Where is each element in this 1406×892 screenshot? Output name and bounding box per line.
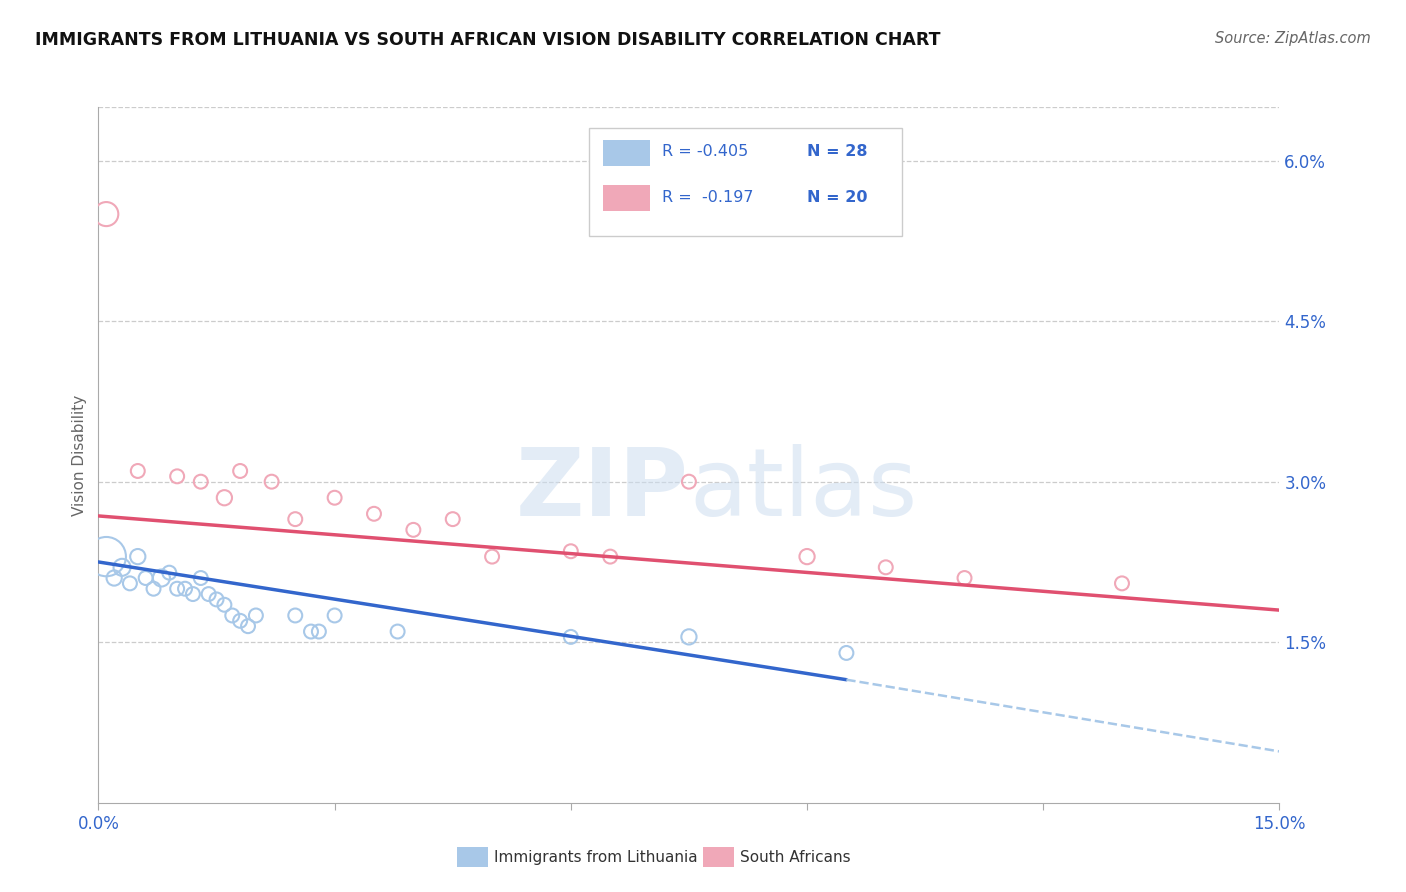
Point xyxy=(299,624,322,639)
Point xyxy=(678,475,700,489)
Point xyxy=(284,512,307,526)
Text: R =  -0.197: R = -0.197 xyxy=(662,190,754,205)
Point xyxy=(875,560,897,574)
Point xyxy=(236,619,259,633)
Point xyxy=(481,549,503,564)
Point xyxy=(560,544,582,558)
Point xyxy=(190,475,212,489)
Point xyxy=(190,571,212,585)
Point xyxy=(308,624,330,639)
Point xyxy=(1111,576,1133,591)
Point xyxy=(284,608,307,623)
Point xyxy=(229,464,252,478)
Point xyxy=(214,491,236,505)
Point xyxy=(245,608,267,623)
Point xyxy=(103,571,125,585)
Point xyxy=(111,560,134,574)
Point xyxy=(599,549,621,564)
Point xyxy=(441,512,464,526)
Bar xyxy=(603,140,650,166)
Y-axis label: Vision Disability: Vision Disability xyxy=(72,394,87,516)
Point xyxy=(142,582,165,596)
Point xyxy=(214,598,236,612)
Point xyxy=(221,608,243,623)
Text: N = 20: N = 20 xyxy=(807,190,868,205)
Point xyxy=(197,587,219,601)
Point xyxy=(118,576,141,591)
Text: South Africans: South Africans xyxy=(740,850,851,864)
Text: IMMIGRANTS FROM LITHUANIA VS SOUTH AFRICAN VISION DISABILITY CORRELATION CHART: IMMIGRANTS FROM LITHUANIA VS SOUTH AFRIC… xyxy=(35,31,941,49)
Point xyxy=(166,469,188,483)
Point xyxy=(96,549,118,564)
Point xyxy=(174,582,197,596)
Point xyxy=(157,566,180,580)
Point xyxy=(953,571,976,585)
Point xyxy=(363,507,385,521)
Point xyxy=(387,624,409,639)
Text: Source: ZipAtlas.com: Source: ZipAtlas.com xyxy=(1215,31,1371,46)
Text: N = 28: N = 28 xyxy=(807,145,868,159)
Point xyxy=(796,549,818,564)
Point xyxy=(135,571,157,585)
Point xyxy=(96,207,118,221)
Point xyxy=(127,549,149,564)
Bar xyxy=(603,185,650,211)
Text: Immigrants from Lithuania: Immigrants from Lithuania xyxy=(494,850,697,864)
Text: ZIP: ZIP xyxy=(516,443,689,536)
Text: atlas: atlas xyxy=(689,443,917,536)
Point xyxy=(205,592,228,607)
Text: R = -0.405: R = -0.405 xyxy=(662,145,748,159)
Point xyxy=(150,571,173,585)
Point xyxy=(181,587,204,601)
Point xyxy=(127,464,149,478)
Point xyxy=(229,614,252,628)
Point xyxy=(323,608,346,623)
Point xyxy=(560,630,582,644)
Point xyxy=(323,491,346,505)
Point xyxy=(166,582,188,596)
Point xyxy=(678,630,700,644)
Point xyxy=(835,646,858,660)
Point xyxy=(260,475,283,489)
Point xyxy=(402,523,425,537)
